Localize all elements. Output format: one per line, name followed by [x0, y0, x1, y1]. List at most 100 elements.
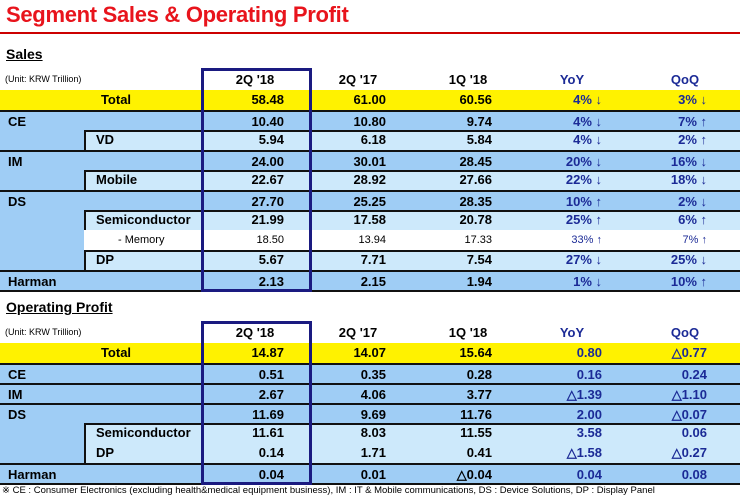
- cell-value: 4.06: [360, 387, 386, 402]
- row-label: VD: [96, 132, 115, 147]
- unit-label: (Unit: KRW Trillion): [5, 327, 82, 337]
- row-label: IM: [8, 154, 23, 169]
- cell-value: △1.10: [671, 387, 707, 402]
- column-header: 2Q '17: [338, 325, 378, 340]
- cell-value: 0.80: [576, 345, 602, 360]
- cell-value: 14.07: [353, 345, 386, 360]
- cell-value: 28.45: [459, 154, 492, 169]
- cell-value: 5.84: [466, 132, 492, 147]
- cell-value: △0.07: [671, 407, 707, 422]
- cell-value: 20.78: [459, 212, 492, 227]
- cell-value: △1.39: [566, 387, 602, 402]
- row-label: Semiconductor: [96, 212, 191, 227]
- row-label: CE: [8, 367, 27, 382]
- cell-value: 7.54: [466, 252, 492, 267]
- cell-value: 6.18: [360, 132, 386, 147]
- cell-value: 1% ↓: [573, 274, 602, 289]
- header-row: (Unit: KRW Trillion) 2Q '18 2Q '17 1Q '18 Yo…: [0, 69, 740, 90]
- cell-value: 14.87: [251, 345, 284, 360]
- cell-value: 5.94: [258, 132, 284, 147]
- cell-value: 58.48: [251, 92, 284, 107]
- cell-value: 18% ↓: [670, 172, 707, 187]
- cell-value: 33% ↑: [571, 234, 602, 246]
- cell-value: 61.00: [353, 92, 386, 107]
- table-row: DS 11.69 9.69 11.76 2.00 △0.07: [0, 403, 740, 425]
- table-row: Semiconductor 21.99 17.58 20.78 25% ↑ 6% ↑: [0, 210, 740, 230]
- cell-value: 18.50: [256, 234, 284, 246]
- cell-value: 3.58: [576, 425, 602, 440]
- table-row: CE 0.51 0.35 0.28 0.16 0.24: [0, 363, 740, 385]
- operating-profit-heading: Operating Profit: [6, 299, 113, 315]
- row-label: Total: [100, 92, 132, 107]
- cell-value: 7.71: [360, 252, 386, 267]
- cell-value: 22.67: [251, 172, 284, 187]
- cell-value: 9.74: [466, 114, 492, 129]
- cell-value: 10% ↑: [670, 274, 707, 289]
- table-row: DS 27.70 25.25 28.35 10% ↑ 2% ↓: [0, 190, 740, 212]
- cell-value: 20% ↓: [565, 154, 602, 169]
- cell-value: 0.16: [576, 367, 602, 382]
- row-label: Semiconductor: [96, 425, 191, 440]
- table-row: DP 0.14 1.71 0.41 △1.58 △0.27: [0, 443, 740, 463]
- cell-value: 27.70: [251, 194, 284, 209]
- table-row: Harman 0.04 0.01 △0.04 0.04 0.08: [0, 463, 740, 485]
- cell-value: 17.33: [464, 234, 492, 246]
- cell-value: 13.94: [358, 234, 386, 246]
- cell-value: 30.01: [353, 154, 386, 169]
- table-row: CE 10.40 10.80 9.74 4% ↓ 7% ↑: [0, 110, 740, 132]
- row-label: - Memory: [118, 234, 165, 246]
- cell-value: 25% ↓: [670, 252, 707, 267]
- cell-value: 0.04: [258, 467, 284, 482]
- row-label: DS: [8, 407, 27, 422]
- cell-value: 0.41: [466, 445, 492, 460]
- cell-value: 4% ↓: [573, 114, 602, 129]
- cell-value: 10.80: [353, 114, 386, 129]
- table-row: Harman 2.13 2.15 1.94 1% ↓ 10% ↑: [0, 270, 740, 292]
- cell-value: 4% ↓: [573, 92, 602, 107]
- cell-value: 2.00: [576, 407, 602, 422]
- cell-value: 1.94: [466, 274, 492, 289]
- table-row: - Memory 18.50 13.94 17.33 33% ↑ 7% ↑: [0, 230, 740, 250]
- row-label: IM: [8, 387, 23, 402]
- cell-value: 11.69: [252, 407, 284, 422]
- column-header: 2Q '18: [235, 325, 275, 340]
- cell-value: 7% ↑: [678, 114, 707, 129]
- row-label: DP: [96, 445, 115, 460]
- cell-value: 6% ↑: [678, 212, 707, 227]
- cell-value: 11.55: [460, 425, 492, 440]
- cell-value: 2.13: [258, 274, 284, 289]
- table-row: Mobile 22.67 28.92 27.66 22% ↓ 18% ↓: [0, 170, 740, 190]
- row-label: Mobile: [96, 172, 138, 187]
- header-row: (Unit: KRW Trillion) 2Q '18 2Q '17 1Q '18 Yo…: [0, 322, 740, 343]
- table-row: Total 14.87 14.07 15.64 0.80 △0.77: [0, 343, 740, 363]
- column-header: 2Q '18: [235, 72, 275, 87]
- cell-value: 25% ↑: [565, 212, 602, 227]
- cell-value: 27.66: [459, 172, 492, 187]
- column-header: 1Q '18: [448, 72, 488, 87]
- cell-value: 2.67: [258, 387, 284, 402]
- unit-label: (Unit: KRW Trillion): [5, 74, 82, 84]
- column-header: YoY: [559, 325, 585, 340]
- cell-value: 2.15: [360, 274, 386, 289]
- cell-value: 17.58: [353, 212, 386, 227]
- cell-value: 0.08: [681, 467, 707, 482]
- cell-value: △0.04: [456, 467, 492, 482]
- cell-value: 2% ↓: [678, 194, 707, 209]
- row-label: CE: [8, 114, 27, 129]
- sales-heading: Sales: [6, 46, 43, 62]
- cell-value: 0.28: [466, 367, 492, 382]
- table-row: Total 58.48 61.00 60.56 4% ↓ 3% ↓: [0, 90, 740, 110]
- cell-value: 5.67: [258, 252, 284, 267]
- cell-value: 27% ↓: [565, 252, 602, 267]
- cell-value: 10.40: [251, 114, 284, 129]
- cell-value: 7% ↑: [682, 234, 707, 246]
- row-label: Total: [100, 345, 132, 360]
- cell-value: 22% ↓: [565, 172, 602, 187]
- column-header: 2Q '17: [338, 72, 378, 87]
- title-divider: [0, 32, 740, 34]
- cell-value: 9.69: [360, 407, 386, 422]
- cell-value: 25.25: [353, 194, 386, 209]
- cell-value: 0.24: [681, 367, 707, 382]
- column-header: QoQ: [670, 72, 700, 87]
- cell-value: 11.76: [460, 407, 492, 422]
